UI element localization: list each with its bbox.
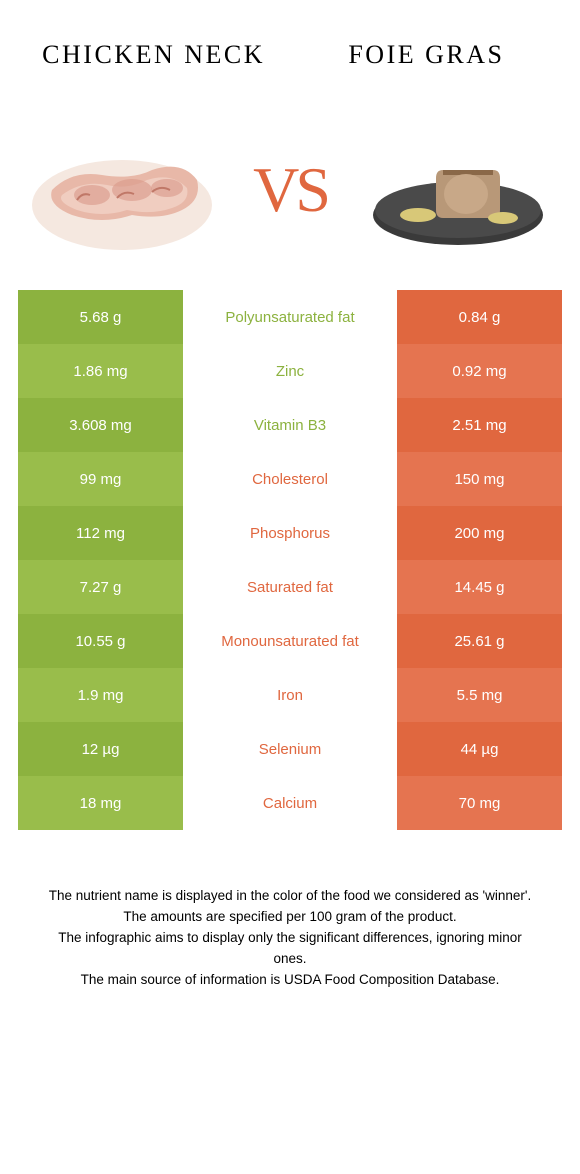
right-food-image [358,120,558,260]
left-value: 1.9 mg [18,668,183,722]
table-row: 112 mgPhosphorus200 mg [18,506,562,560]
right-value: 70 mg [397,776,562,830]
left-food-image [22,120,222,260]
left-value: 99 mg [18,452,183,506]
hero-row: VS [18,110,562,290]
left-value: 10.55 g [18,614,183,668]
footer-notes: The nutrient name is displayed in the co… [18,830,562,1011]
nutrient-label: Calcium [183,776,397,830]
footer-line: The amounts are specified per 100 gram o… [46,907,534,928]
table-row: 1.9 mgIron5.5 mg [18,668,562,722]
table-row: 99 mgCholesterol150 mg [18,452,562,506]
right-value: 44 µg [397,722,562,776]
table-row: 18 mgCalcium70 mg [18,776,562,830]
left-value: 5.68 g [18,290,183,344]
left-value: 7.27 g [18,560,183,614]
nutrient-label: Selenium [183,722,397,776]
table-row: 5.68 gPolyunsaturated fat0.84 g [18,290,562,344]
table-row: 1.86 mgZinc0.92 mg [18,344,562,398]
right-value: 200 mg [397,506,562,560]
left-food-title: CHICKEN NECK [42,39,265,70]
footer-line: The infographic aims to display only the… [46,928,534,970]
nutrient-label: Polyunsaturated fat [183,290,397,344]
nutrient-label: Vitamin B3 [183,398,397,452]
table-row: 3.608 mgVitamin B32.51 mg [18,398,562,452]
left-value: 18 mg [18,776,183,830]
right-value: 14.45 g [397,560,562,614]
left-value: 112 mg [18,506,183,560]
right-value: 25.61 g [397,614,562,668]
nutrient-label: Iron [183,668,397,722]
right-value: 2.51 mg [397,398,562,452]
left-value: 12 µg [18,722,183,776]
table-row: 7.27 gSaturated fat14.45 g [18,560,562,614]
comparison-table: 5.68 gPolyunsaturated fat0.84 g1.86 mgZi… [18,290,562,830]
nutrient-label: Cholesterol [183,452,397,506]
left-value: 1.86 mg [18,344,183,398]
vs-label: VS [253,153,327,227]
nutrient-label: Saturated fat [183,560,397,614]
title-row: CHICKEN NECK FOIE GRAS [18,20,562,110]
right-value: 150 mg [397,452,562,506]
right-food-title: FOIE GRAS [315,40,538,70]
left-value: 3.608 mg [18,398,183,452]
right-value: 5.5 mg [397,668,562,722]
nutrient-label: Zinc [183,344,397,398]
nutrient-label: Monounsaturated fat [183,614,397,668]
nutrient-label: Phosphorus [183,506,397,560]
right-value: 0.84 g [397,290,562,344]
table-row: 12 µgSelenium44 µg [18,722,562,776]
right-value: 0.92 mg [397,344,562,398]
footer-line: The nutrient name is displayed in the co… [46,886,534,907]
table-row: 10.55 gMonounsaturated fat25.61 g [18,614,562,668]
footer-line: The main source of information is USDA F… [46,970,534,991]
